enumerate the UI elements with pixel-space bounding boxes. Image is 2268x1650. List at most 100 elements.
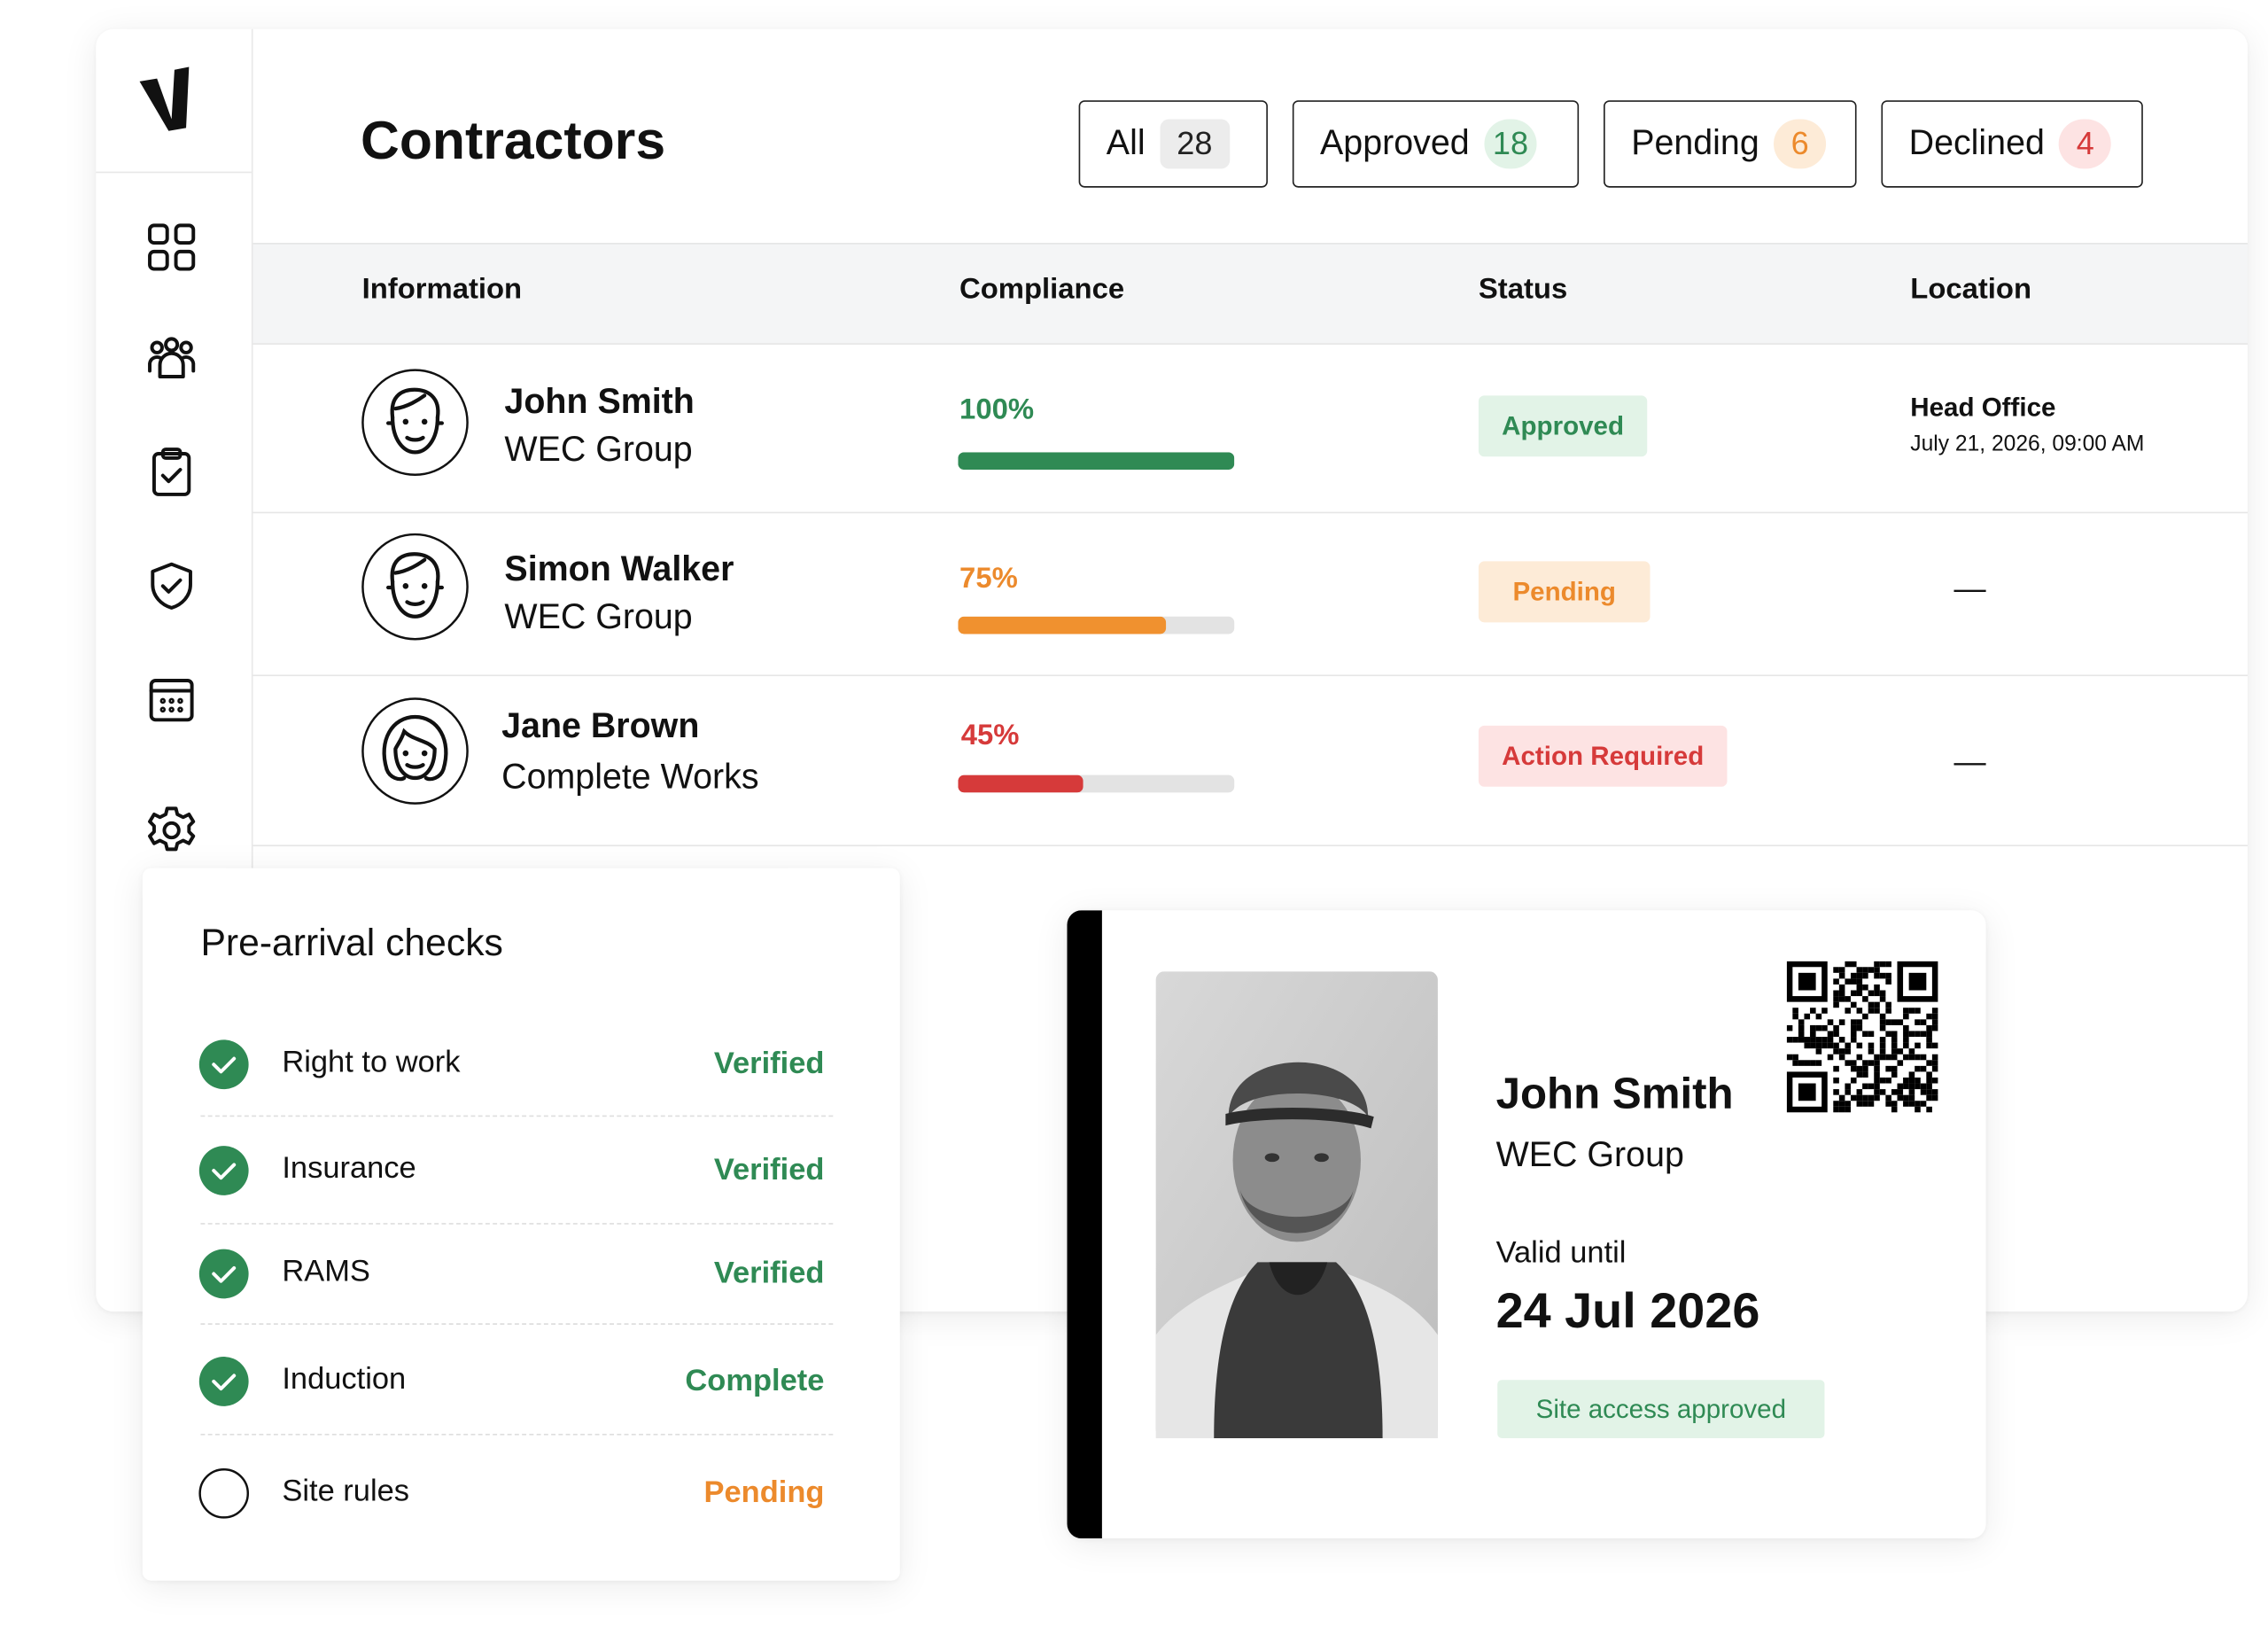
filter-tab[interactable]: All 28	[1078, 100, 1268, 188]
qr-module	[1838, 990, 1845, 997]
qr-module	[1920, 1101, 1927, 1107]
location: Head Office	[1910, 393, 2056, 422]
qr-module	[1908, 1077, 1915, 1084]
qr-module	[1903, 1083, 1909, 1090]
qr-module	[1862, 1071, 1868, 1078]
tasks-icon[interactable]	[145, 447, 198, 499]
qr-module	[1879, 972, 1886, 979]
qr-module	[1926, 1106, 1932, 1113]
qr-module	[1798, 1019, 1805, 1025]
id-photo	[1155, 971, 1438, 1438]
qr-module	[1838, 996, 1845, 1002]
qr-module	[1915, 1054, 1921, 1061]
qr-module	[1838, 1048, 1845, 1055]
qr-module	[1804, 1060, 1811, 1066]
qr-module	[1891, 1042, 1898, 1049]
compliance-track	[958, 452, 1235, 471]
qr-module	[1915, 1101, 1921, 1107]
dashed-separator	[200, 1223, 834, 1225]
compliance-track	[958, 616, 1235, 634]
qr-module	[1821, 1024, 1828, 1031]
qr-module	[1838, 1019, 1845, 1025]
qr-module	[1891, 1054, 1898, 1061]
qr-module	[1874, 984, 1880, 991]
qr-module	[1798, 1024, 1805, 1031]
qr-module	[1903, 1101, 1909, 1107]
dashboard-icon[interactable]	[145, 221, 198, 273]
dashed-separator	[200, 1115, 834, 1117]
qr-module	[1850, 990, 1857, 997]
shield-icon[interactable]	[145, 560, 198, 612]
qr-module	[1885, 978, 1891, 985]
column-header: Location	[1910, 273, 2032, 306]
qr-module	[1838, 984, 1845, 991]
qr-module	[1891, 1065, 1898, 1072]
qr-module	[1931, 1065, 1938, 1072]
qr-module	[1833, 1001, 1839, 1008]
qr-module	[1856, 1065, 1863, 1072]
qr-module	[1792, 1013, 1798, 1020]
people-icon[interactable]	[145, 333, 198, 385]
check-done-icon	[198, 1357, 249, 1406]
check-done-icon	[198, 1146, 249, 1195]
qr-module	[1920, 1089, 1927, 1095]
qr-module	[1903, 1037, 1909, 1043]
tab-count: 18	[1484, 119, 1537, 169]
qr-module	[1926, 1089, 1932, 1095]
qr-module	[1931, 1054, 1938, 1061]
qr-module	[1926, 1042, 1932, 1049]
qr-module	[1862, 967, 1868, 973]
check-in-time: July 21, 2026, 09:00 AM	[1910, 432, 2145, 457]
column-header: Compliance	[959, 273, 1125, 306]
qr-module	[1856, 1019, 1863, 1025]
qr-module	[1838, 1094, 1845, 1101]
qr-module	[1868, 1060, 1875, 1066]
location-empty: —	[1953, 570, 1986, 607]
contractor-name: John Smith	[504, 382, 695, 422]
qr-module	[1903, 1054, 1909, 1061]
qr-module	[1908, 1054, 1915, 1061]
calendar-icon[interactable]	[145, 673, 198, 726]
qr-module	[1862, 984, 1868, 991]
qr-module	[1903, 1077, 1909, 1084]
qr-module	[1874, 990, 1880, 997]
qr-module	[1815, 1048, 1822, 1055]
status-pill: Approved	[1478, 395, 1648, 457]
contractor-company: WEC Group	[504, 430, 693, 471]
qr-module	[1815, 1024, 1822, 1031]
qr-module	[1856, 1054, 1863, 1061]
filter-tab[interactable]: Approved 18	[1292, 100, 1580, 188]
filter-tab[interactable]: Pending 6	[1604, 100, 1857, 188]
qr-module	[1903, 1094, 1909, 1101]
qr-module	[1856, 1071, 1863, 1078]
checks-title: Pre-arrival checks	[200, 920, 503, 964]
qr-module	[1792, 1008, 1798, 1014]
qr-module	[1897, 1048, 1904, 1055]
qr-module	[1926, 1060, 1932, 1066]
qr-module	[1931, 1024, 1938, 1031]
qr-module	[1879, 990, 1886, 997]
qr-module	[1926, 1031, 1932, 1038]
qr-module	[1903, 1024, 1909, 1031]
qr-module	[1845, 1089, 1851, 1095]
qr-module	[1862, 1013, 1868, 1020]
qr-module	[1833, 978, 1839, 985]
logo[interactable]	[136, 61, 195, 134]
qr-module	[1804, 1037, 1811, 1043]
qr-module	[1862, 1060, 1868, 1066]
qr-module	[1868, 990, 1875, 997]
qr-module	[1833, 967, 1839, 973]
check-status: Verified	[713, 1153, 825, 1187]
qr-module	[1833, 1031, 1839, 1038]
qr-module	[1908, 1083, 1915, 1090]
settings-icon[interactable]	[145, 804, 198, 856]
check-empty-icon	[198, 1467, 250, 1519]
filter-tab[interactable]: Declined 4	[1881, 100, 2143, 188]
qr-module	[1908, 1101, 1915, 1107]
row-divider	[252, 674, 2248, 677]
checks-card: Pre-arrival checks	[142, 868, 900, 1581]
qr-module	[1885, 1101, 1891, 1107]
qr-module	[1850, 1031, 1857, 1038]
check-label: Right to work	[282, 1045, 461, 1079]
